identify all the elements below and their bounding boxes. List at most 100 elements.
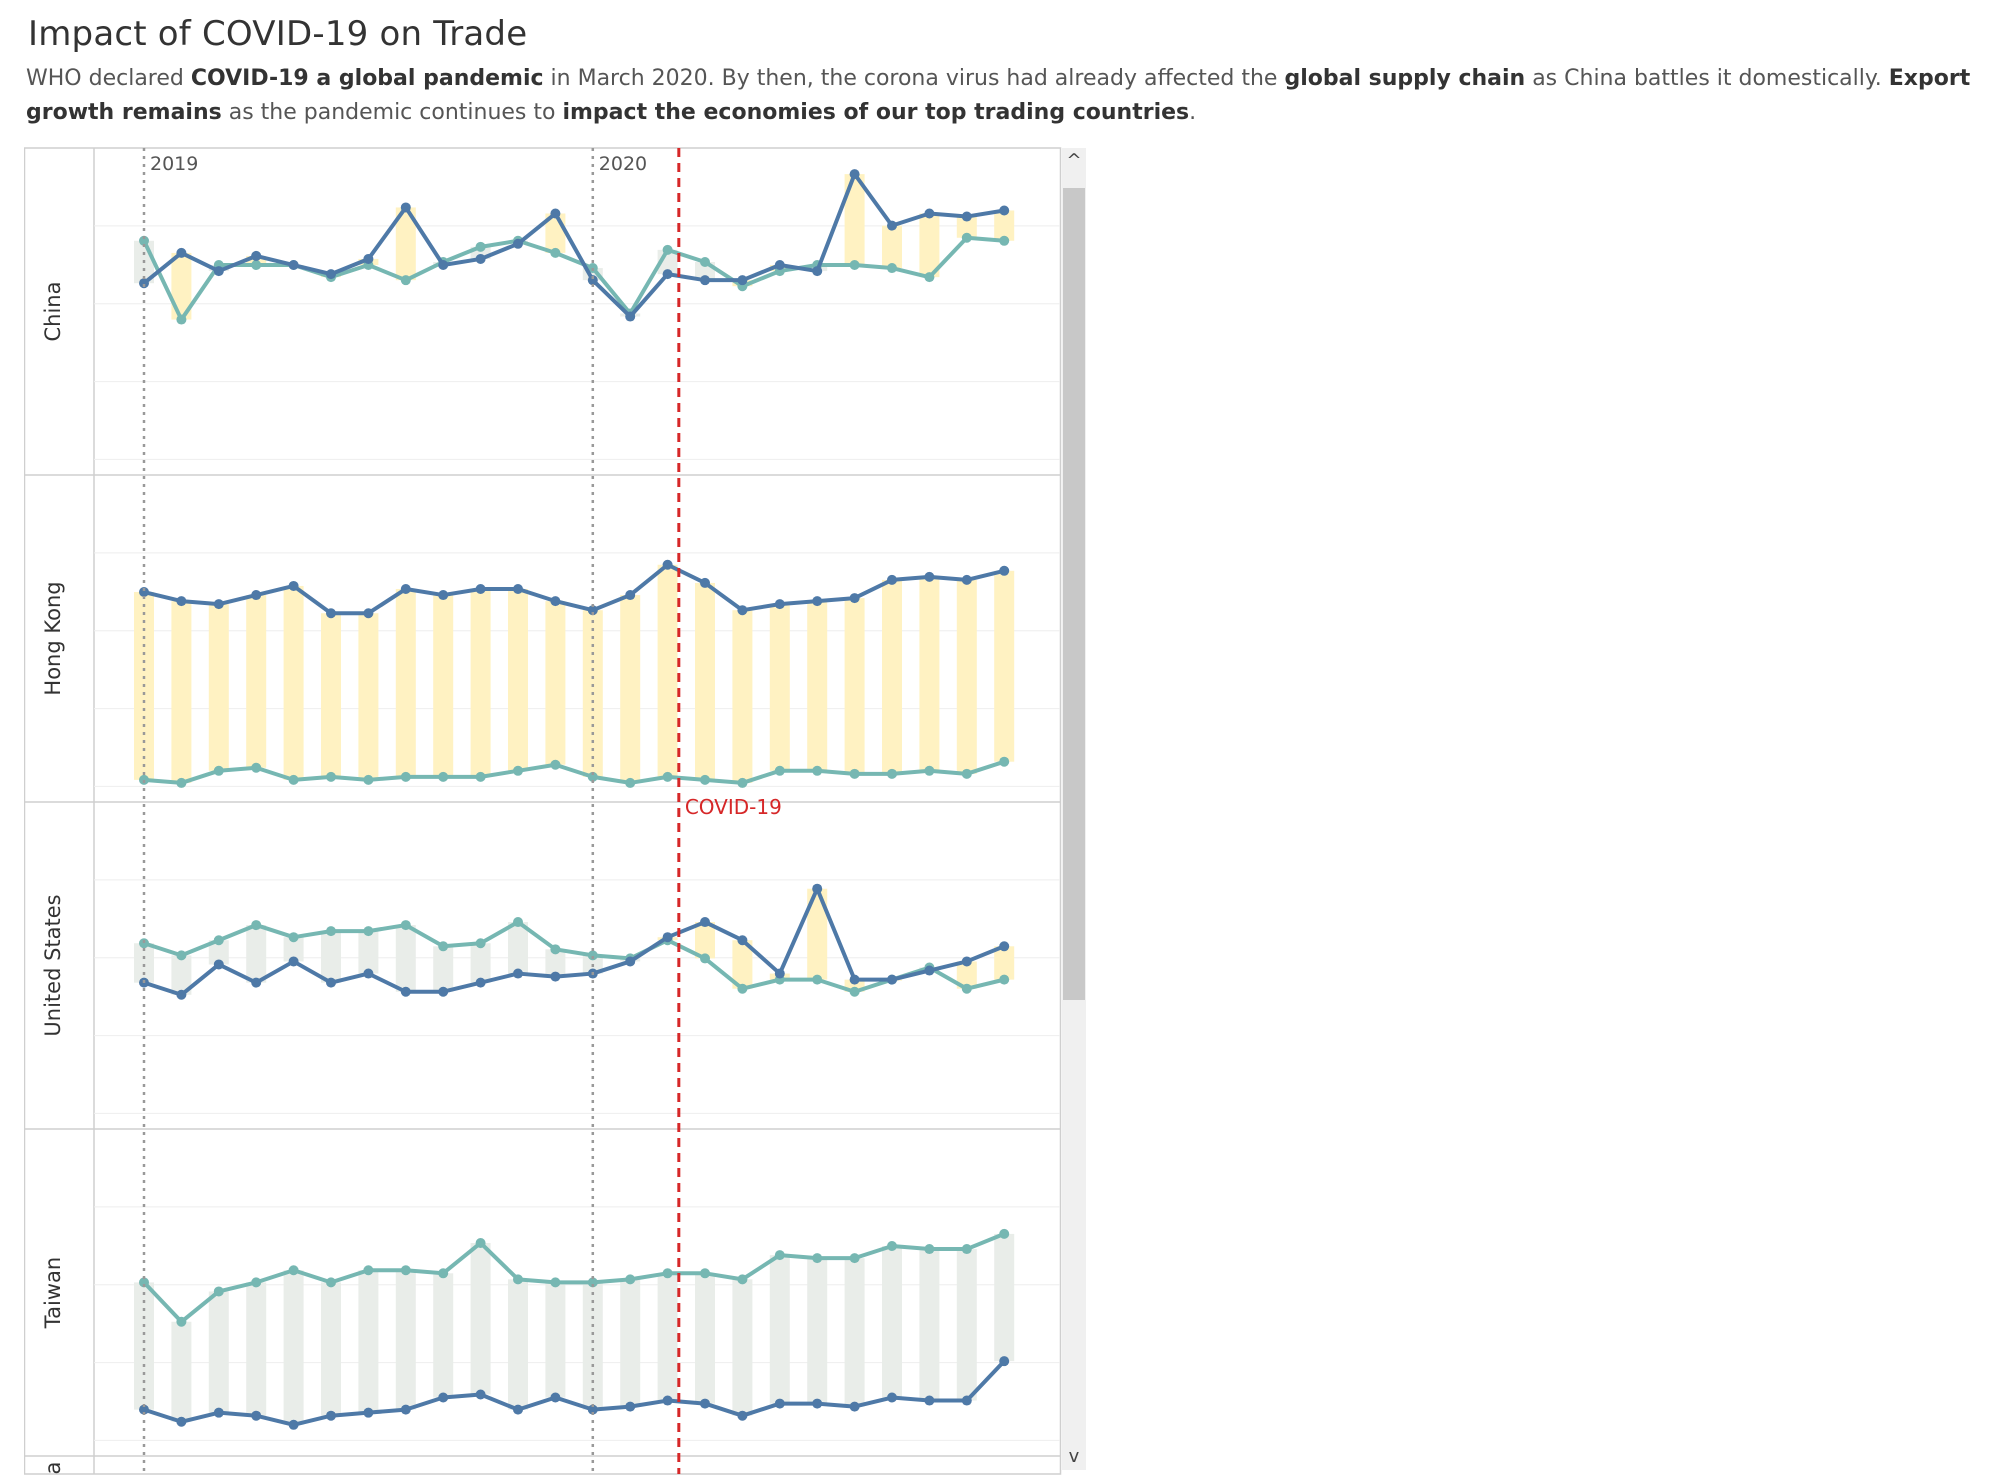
teal-data-point [812,765,823,776]
blue-data-point [139,278,149,289]
difference-band [882,225,902,269]
teal-data-point [400,275,411,286]
blue-data-point [700,275,710,286]
difference-band [545,949,566,977]
blue-data-point [326,1410,336,1421]
difference-band [358,613,379,780]
blue-data-point [999,565,1010,576]
blue-data-point [363,968,374,979]
blue-data-point [774,1398,785,1409]
difference-band [807,1258,828,1404]
blue-data-point [513,1404,523,1415]
blue-data-point [737,1410,748,1421]
blue-data-point [887,574,897,585]
blue-data-point [513,238,523,249]
difference-band [508,922,528,974]
difference-band [994,946,1015,980]
blue-data-point [924,208,935,219]
blue-data-point [550,971,561,982]
subtitle-segment: COVID-19 a global pandemic [190,66,544,91]
teal-data-point [924,765,935,776]
blue-data-point [400,986,411,997]
blue-data-point [961,1395,972,1406]
difference-band [358,1270,379,1413]
blue-data-point [812,883,823,894]
blue-data-point [737,275,748,286]
blue-data-point [288,1419,299,1430]
row-label-china: China [41,282,65,342]
teal-data-point [513,765,523,776]
teal-data-point [213,765,224,776]
difference-band [283,937,304,962]
teal-data-point [213,1286,224,1297]
difference-band [657,564,678,777]
teal-data-point [251,920,262,931]
blue-data-point [213,959,224,970]
teal-data-point [139,938,149,949]
teal-data-point [961,983,972,994]
blue-data-point [176,989,187,1000]
blue-data-point [625,590,636,601]
blue-data-point [513,968,523,979]
teal-data-point [139,1277,149,1288]
difference-band [956,1249,977,1401]
teal-data-point [288,774,299,785]
blue-data-point [700,577,710,588]
blue-data-point [999,941,1010,952]
blue-series-line [143,562,1005,616]
scroll-up-arrow-icon[interactable]: ^ [1066,150,1082,171]
blue-data-point [999,205,1010,216]
teal-data-point [924,1244,935,1255]
difference-band [994,1233,1015,1362]
teal-data-point [961,768,972,779]
blue-data-point [662,559,673,570]
teal-data-point [774,1250,785,1261]
difference-band [321,931,341,983]
scroll-down-arrow-icon[interactable]: v [1068,1446,1080,1467]
difference-band [919,1249,940,1401]
teal-data-point [812,974,823,985]
difference-band [657,1273,678,1401]
blue-data-point [849,1401,860,1412]
teal-series-line [143,920,1005,994]
chart-frame [24,147,1062,1475]
blue-data-point [139,1404,149,1415]
blue-data-point [662,269,673,280]
difference-band [283,1270,304,1425]
blue-data-point [475,583,486,594]
teal-data-point [176,777,187,788]
teal-data-point [438,771,449,782]
blue-data-point [849,974,860,985]
blue-data-point [438,1392,449,1403]
blue-data-point [475,977,486,988]
blue-data-point [176,596,187,607]
blue-data-point [924,965,935,976]
difference-band [171,1321,192,1422]
difference-band [956,216,977,238]
teal-data-point [363,774,374,785]
blue-data-point [513,583,523,594]
teal-data-point [176,314,187,325]
difference-band [882,1246,902,1398]
scroll-thumb[interactable] [1063,188,1085,1000]
year-label-2019: 2019 [150,153,198,175]
teal-data-point [513,1274,523,1285]
teal-data-point [587,1277,598,1288]
teal-series-line [142,1232,1005,1324]
vertical-scrollbar[interactable]: ^ v [1062,148,1086,1470]
blue-data-point [774,968,785,979]
difference-band [844,174,865,266]
difference-band [919,213,940,278]
blue-data-point [887,1392,897,1403]
teal-data-point [849,768,860,779]
blue-data-point [700,1398,710,1409]
difference-band [433,1273,454,1398]
teal-data-point [400,920,411,931]
teal-data-point [438,1268,449,1279]
blue-data-point [438,986,449,997]
blue-data-point [774,599,785,610]
difference-band [919,576,940,771]
teal-data-point [999,756,1010,767]
teal-data-point [625,777,636,788]
blue-data-point [251,977,262,988]
